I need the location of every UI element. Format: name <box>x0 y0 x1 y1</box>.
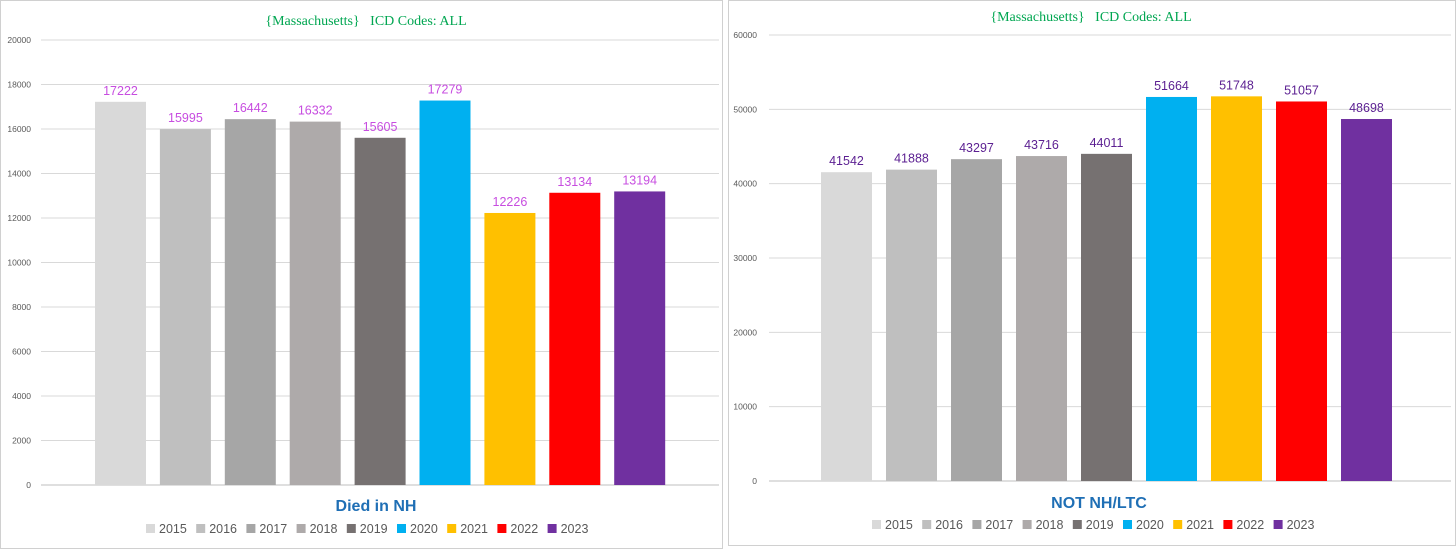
data-label: 43716 <box>1024 138 1059 152</box>
data-label: 15605 <box>363 120 398 134</box>
legend-label: 2023 <box>1287 518 1315 532</box>
data-label: 41542 <box>829 154 864 168</box>
legend-label: 2019 <box>360 522 388 536</box>
y-tick-label: 20000 <box>733 327 757 337</box>
bar-2023 <box>614 191 666 485</box>
legend-swatch <box>397 524 406 533</box>
legend-label: 2020 <box>1136 518 1164 532</box>
data-label: 16442 <box>233 101 268 115</box>
y-tick-label: 4000 <box>12 391 31 401</box>
bar-2017 <box>224 119 276 485</box>
data-label: 51664 <box>1154 79 1189 93</box>
bar-2020 <box>419 100 471 486</box>
legend-swatch <box>872 520 881 529</box>
legend-swatch <box>1072 520 1082 529</box>
legend-swatch <box>1273 520 1283 529</box>
legend-label: 2015 <box>159 522 187 536</box>
data-label: 12226 <box>493 195 528 209</box>
chart-subtitle: Died in NH <box>336 498 417 515</box>
legend-label: 2017 <box>259 522 287 536</box>
bar-2021 <box>1211 96 1262 481</box>
bar-2018 <box>1016 156 1067 481</box>
chart-subtitle: NOT NH/LTC <box>1051 495 1147 512</box>
legend-label: 2023 <box>561 522 589 536</box>
bar-chart-died-in-nh: {Massachusetts} ICD Codes: ALL 0 2000 4000 6… <box>7 14 719 536</box>
legend-label: 2019 <box>1086 518 1114 532</box>
data-label: 17279 <box>428 83 463 97</box>
y-tick-label: 10000 <box>7 258 31 268</box>
legend-swatch <box>972 520 982 529</box>
data-label: 41888 <box>894 152 929 166</box>
y-tick-label: 12000 <box>7 213 31 223</box>
legend-swatch <box>447 524 457 533</box>
legend-label: 2018 <box>310 522 338 536</box>
data-label: 17222 <box>103 84 138 98</box>
data-label: 48698 <box>1349 101 1384 115</box>
bar-2021 <box>484 212 536 485</box>
legend-label: 2021 <box>460 522 488 536</box>
bar-2015 <box>821 172 872 481</box>
legend-swatch <box>196 524 206 533</box>
y-tick-label: 60000 <box>733 30 757 40</box>
y-tick-label: 40000 <box>733 179 757 189</box>
bar-2017 <box>951 159 1002 481</box>
y-tick-label: 16000 <box>7 124 31 134</box>
legend-label: 2018 <box>1036 518 1064 532</box>
bar-2015 <box>95 101 146 486</box>
legend-swatch <box>1223 520 1233 529</box>
y-tick-label: 30000 <box>733 253 757 263</box>
bar-2016 <box>159 129 211 485</box>
legend-label: 2017 <box>985 518 1013 532</box>
bar-2023 <box>1341 119 1392 481</box>
bar-chart-not-nh-ltc: {Massachusetts} ICD Codes: ALL 0 10000 2000… <box>733 10 1451 532</box>
legend-label: 2021 <box>1186 518 1214 532</box>
y-tick-label: 0 <box>752 476 757 486</box>
data-label: 51748 <box>1219 78 1254 92</box>
bar-2018 <box>289 121 341 485</box>
legend-swatch <box>296 524 306 533</box>
legend-swatch <box>547 524 557 533</box>
data-label: 13134 <box>557 175 592 189</box>
data-label: 51057 <box>1284 83 1319 97</box>
legend-label: 2020 <box>410 522 438 536</box>
legend-label: 2016 <box>209 522 237 536</box>
chart-panel-not-nh-ltc: {Massachusetts} ICD Codes: ALL 0 10000 2000… <box>728 0 1456 546</box>
bar-2022 <box>549 192 601 485</box>
y-tick-label: 20000 <box>7 35 31 45</box>
legend-swatch <box>1123 520 1132 529</box>
y-tick-label: 10000 <box>733 402 757 412</box>
data-label: 16332 <box>298 104 333 118</box>
y-tick-label: 18000 <box>7 80 31 90</box>
bar-2022 <box>1276 101 1327 481</box>
chart-title: {Massachusetts} ICD Codes: ALL <box>990 10 1191 25</box>
data-label: 13194 <box>622 173 657 187</box>
legend-label: 2015 <box>885 518 913 532</box>
bar-2019 <box>1081 153 1132 481</box>
data-label: 15995 <box>168 111 203 125</box>
bar-2019 <box>354 137 406 485</box>
y-tick-label: 8000 <box>12 302 31 312</box>
chart-panel-died-in-nh: {Massachusetts} ICD Codes: ALL 0 2000 4000 6… <box>0 0 723 549</box>
y-tick-label: 0 <box>26 480 31 490</box>
data-label: 43297 <box>959 141 994 155</box>
y-tick-label: 50000 <box>733 104 757 114</box>
legend-swatch <box>922 520 932 529</box>
legend-label: 2022 <box>510 522 538 536</box>
legend-swatch <box>346 524 356 533</box>
y-tick-label: 6000 <box>12 347 31 357</box>
data-label: 44011 <box>1090 136 1124 150</box>
legend-label: 2016 <box>935 518 963 532</box>
y-tick-label: 14000 <box>7 169 31 179</box>
legend-swatch <box>1022 520 1032 529</box>
bar-2020 <box>1146 96 1197 481</box>
y-tick-label: 2000 <box>12 436 31 446</box>
bar-2016 <box>886 169 937 481</box>
legend-swatch <box>246 524 256 533</box>
chart-title: {Massachusetts} ICD Codes: ALL <box>265 14 466 29</box>
legend-swatch <box>146 524 155 533</box>
legend-label: 2022 <box>1236 518 1264 532</box>
legend-swatch <box>497 524 507 533</box>
legend-swatch <box>1173 520 1183 529</box>
